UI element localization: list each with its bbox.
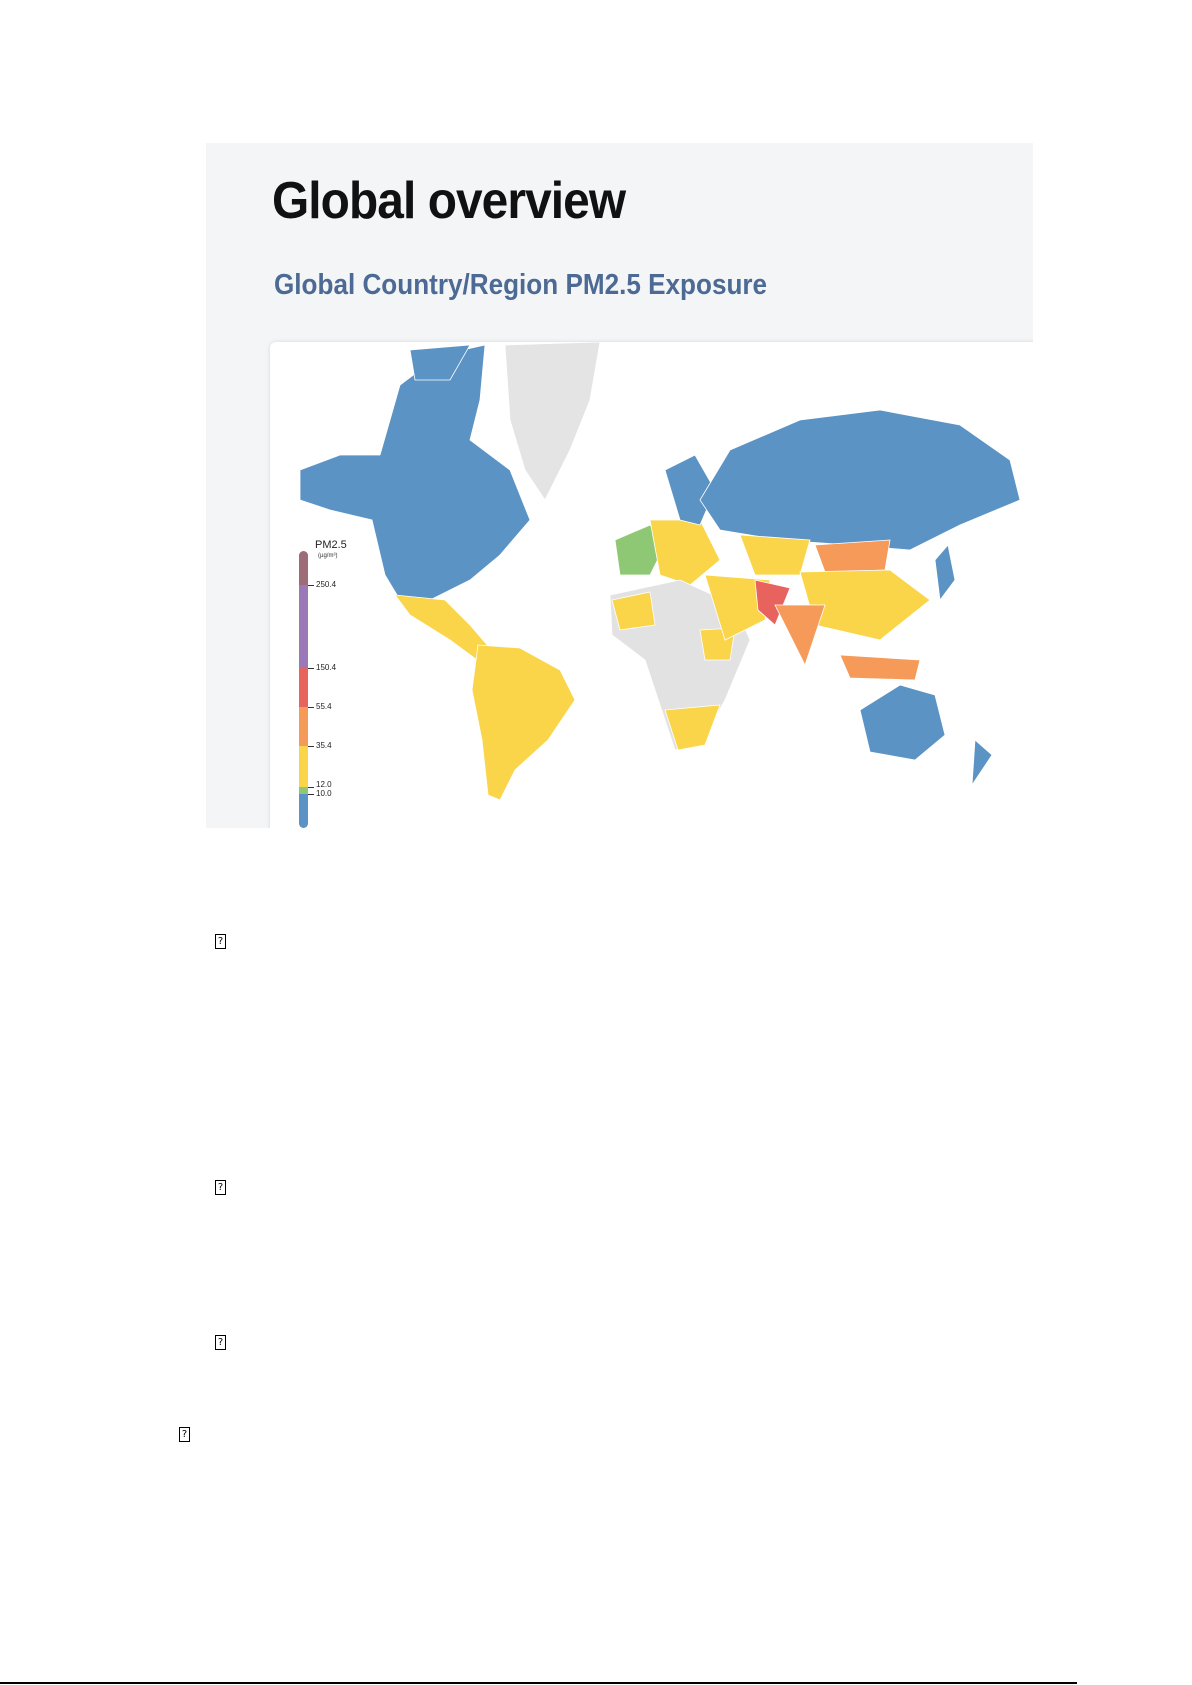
north-america <box>299 344 531 601</box>
japan <box>934 544 956 602</box>
map-subtitle: Global Country/Region PM2.5 Exposure <box>274 269 768 301</box>
india <box>774 604 826 667</box>
canada-islands <box>409 344 471 381</box>
russia <box>699 409 1021 551</box>
middle-east <box>704 574 771 641</box>
legend-label: 12.0 <box>316 780 332 789</box>
legend-unit: (µg/m³) <box>318 553 338 559</box>
legend-seg-good-high <box>299 787 308 794</box>
pakistan <box>754 579 791 626</box>
legend-seg-unhealthy <box>299 668 308 707</box>
legend-title: PM2.5 <box>315 539 347 551</box>
legend-tick <box>308 707 314 708</box>
legend-label: 35.4 <box>316 741 332 750</box>
legend-tick <box>308 794 314 795</box>
legend-label: 250.4 <box>316 580 337 589</box>
legend-label: 150.4 <box>316 663 337 672</box>
footer-rule <box>0 1682 1077 1684</box>
greenland <box>504 342 601 501</box>
legend-tick <box>308 585 314 586</box>
legend-seg-moderate <box>299 746 308 787</box>
australia <box>859 684 946 761</box>
se-asia <box>839 654 921 681</box>
africa-south <box>664 704 721 751</box>
legend-label: 10.0 <box>316 789 332 798</box>
legend-color-bar <box>299 551 308 828</box>
central-asia <box>739 534 811 576</box>
legend-seg-hazardous <box>299 551 308 585</box>
legend-tick <box>308 668 314 669</box>
legend-seg-very-unhealthy <box>299 585 308 668</box>
missing-glyph-icon: ? <box>215 1180 226 1195</box>
mongolia <box>814 539 891 573</box>
missing-glyph-icon: ? <box>215 1335 226 1350</box>
legend-seg-good <box>299 794 308 828</box>
missing-glyph-icon: ? <box>215 934 226 949</box>
missing-glyph-icon: ? <box>179 1427 190 1442</box>
world-map <box>299 342 1021 801</box>
africa-west <box>611 591 656 631</box>
page-title: Global overview <box>272 172 626 230</box>
legend-tick <box>308 787 314 788</box>
new-zealand <box>971 739 993 787</box>
legend-seg-sensitive <box>299 707 308 746</box>
legend-label: 55.4 <box>316 702 332 711</box>
legend-tick <box>308 746 314 747</box>
south-america <box>471 644 576 801</box>
